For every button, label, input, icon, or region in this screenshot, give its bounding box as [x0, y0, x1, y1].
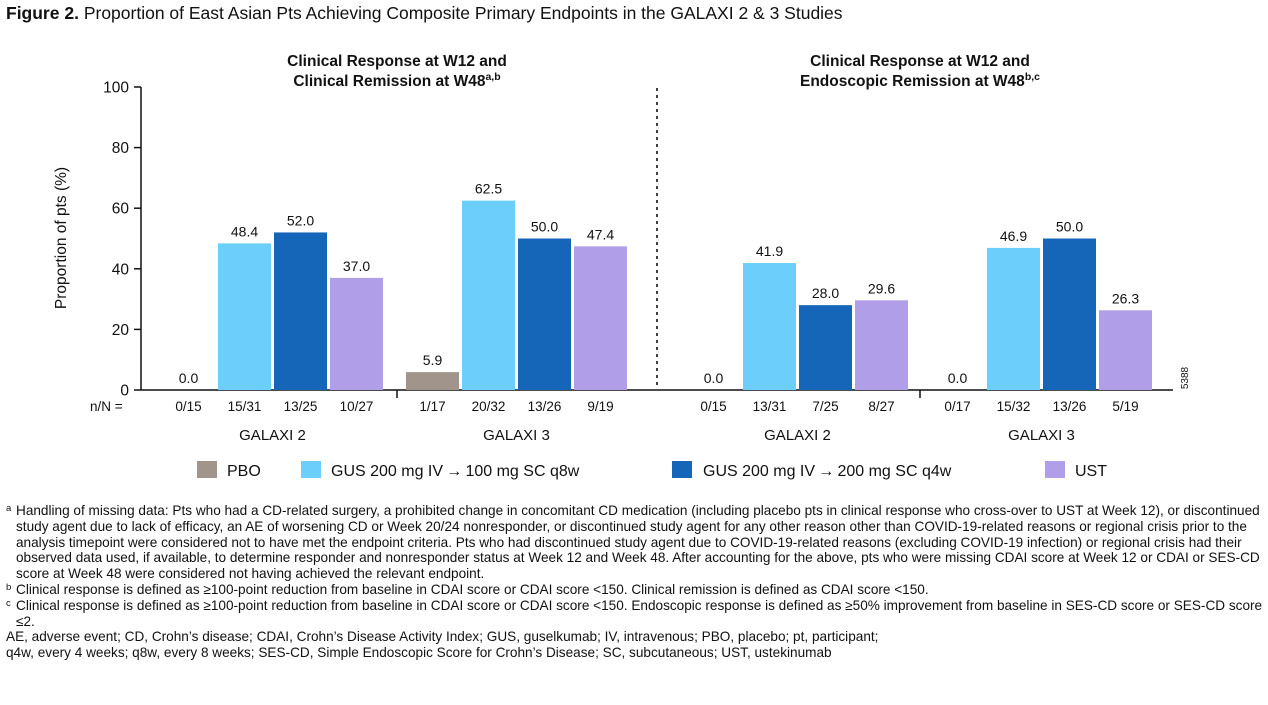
bar-p1-g2-s4	[574, 246, 627, 390]
study-label-p2-g2: GALAXI 3	[1008, 427, 1075, 444]
panel-2-title-line1: Clinical Response at W12 and	[810, 53, 1030, 70]
figure-code: 5388	[1180, 366, 1191, 389]
panel-1-title-line2: Clinical Remission at W48a,b	[293, 71, 500, 90]
bar-chart: Clinical Response at W12 and Clinical Re…	[53, 53, 1191, 480]
legend-label-gus-q4w: GUS 200 mg IV → 200 mg SC q4w	[703, 463, 952, 480]
legend-label-ust: UST	[1075, 463, 1107, 480]
abbreviations-line1: AE, adverse event; CD, Crohn’s disease; …	[6, 629, 879, 645]
study-label-p1-g1: GALAXI 2	[239, 427, 306, 444]
footnote-b: b Clinical response is defined as ≥100-po…	[6, 582, 1268, 598]
nn-label-p1-g2-s2: 20/32	[472, 399, 506, 414]
bar-label-p1-g2-s4: 47.4	[587, 226, 614, 242]
legend-swatch-gus-q4w	[672, 461, 692, 478]
bar-p1-g1-s3	[274, 232, 327, 390]
legend: PBO GUS 200 mg IV → 100 mg SC q8w GUS 20…	[197, 461, 1107, 480]
nn-label-p1-g1-s3: 13/25	[284, 399, 318, 414]
bar-label-p1-g1-s1: 0.0	[179, 370, 199, 386]
bar-p1-g1-s4	[330, 277, 383, 390]
figure-title: Figure 2. Proportion of East Asian Pts A…	[6, 3, 843, 24]
nn-label-p1-g2-s3: 13/26	[528, 399, 562, 414]
panel-2-title-line2: Endoscopic Remission at W48b,c	[800, 71, 1040, 90]
bar-p2-g1-s4	[855, 300, 908, 390]
bar-p2-g1-s3	[799, 305, 852, 390]
nn-label-p2-g1-s1: 0/15	[700, 399, 726, 414]
study-label-p2-g1: GALAXI 2	[764, 427, 831, 444]
footnote-a-mark: a	[6, 503, 12, 514]
nn-label-p2-g2-s1: 0/17	[944, 399, 970, 414]
footnotes: a Handling of missing data: Pts who had a…	[6, 503, 1268, 661]
bar-label-p2-g2-s3: 50.0	[1056, 219, 1083, 235]
legend-label-pbo: PBO	[227, 463, 261, 480]
bar-label-p1-g1-s2: 48.4	[231, 223, 258, 239]
legend-label-gus-q8w: GUS 200 mg IV → 100 mg SC q8w	[331, 463, 580, 480]
bar-label-p1-g1-s4: 37.0	[343, 258, 370, 274]
bar-label-p1-g1-s3: 52.0	[287, 212, 314, 228]
panel-1-title-sup: a,b	[485, 71, 500, 83]
bar-p2-g2-s4	[1099, 310, 1152, 390]
bar-p1-g2-s2	[462, 200, 515, 390]
footnote-c-text: Clinical response is defined as ≥100-poi…	[16, 597, 1263, 629]
figure-title-text: Proportion of East Asian Pts Achieving C…	[83, 3, 843, 23]
panel-1-title-line1: Clinical Response at W12 and	[287, 53, 507, 70]
footnote-c: c Clinical response is defined as ≥100-po…	[6, 598, 1268, 630]
nn-label-p2-g2-s3: 13/26	[1053, 399, 1087, 414]
y-tick-label-80: 80	[112, 140, 130, 157]
panel-1-title-main: Clinical Remission at W48	[293, 73, 485, 90]
bar-label-p1-g2-s2: 62.5	[475, 181, 502, 197]
bar-label-p2-g2-s1: 0.0	[948, 370, 968, 386]
panel-2-title-sup: b,c	[1025, 71, 1040, 83]
bar-label-p2-g1-s3: 28.0	[812, 285, 839, 301]
bar-p1-g2-s3	[518, 238, 571, 390]
nn-label-p1-g2-s4: 9/19	[587, 399, 613, 414]
nn-label-p2-g2-s4: 5/19	[1112, 399, 1138, 414]
study-label-p1-g2: GALAXI 3	[483, 427, 550, 444]
bars: 0.0 0/15 48.4 15/31 52.0 13/25 37.0 10/27 GALAXI…	[175, 181, 1152, 444]
nn-label-p2-g2-s2: 15/32	[997, 399, 1031, 414]
footnote-a: a Handling of missing data: Pts who had a…	[6, 503, 1268, 582]
bar-label-p2-g1-s4: 29.6	[868, 280, 895, 296]
bar-p1-g2-s1	[406, 372, 459, 390]
nn-label-p1-g2-s1: 1/17	[419, 399, 445, 414]
footnote-a-text: Handling of missing data: Pts who had a …	[16, 503, 1260, 582]
bar-label-p2-g1-s2: 41.9	[756, 243, 783, 259]
nn-label-p2-g1-s3: 7/25	[812, 399, 838, 414]
y-tick-label-40: 40	[112, 261, 130, 278]
y-ticks: 0 20 40 60 80 100	[103, 80, 141, 400]
nn-label-p1-g1-s2: 15/31	[228, 399, 262, 414]
bar-label-p2-g1-s1: 0.0	[704, 370, 724, 386]
bar-p2-g2-s3	[1043, 238, 1096, 390]
nn-prefix: n/N =	[90, 399, 123, 414]
legend-swatch-pbo	[197, 461, 217, 478]
abbreviations-line2: q4w, every 4 weeks; q8w, every 8 weeks; …	[6, 645, 832, 661]
panel-2-title-main: Endoscopic Remission at W48	[800, 73, 1025, 90]
legend-swatch-gus-q8w	[301, 461, 321, 478]
y-tick-label-0: 0	[120, 383, 129, 400]
legend-swatch-ust	[1045, 461, 1065, 478]
y-axis-label: Proportion of pts (%)	[53, 167, 70, 309]
nn-label-p1-g1-s1: 0/15	[175, 399, 201, 414]
bar-label-p2-g2-s2: 46.9	[1000, 228, 1027, 244]
bar-p2-g1-s2	[743, 263, 796, 390]
y-tick-label-20: 20	[112, 322, 130, 339]
footnote-c-mark: c	[6, 597, 11, 609]
nn-label-p2-g1-s4: 8/27	[868, 399, 894, 414]
bar-p2-g2-s2	[987, 247, 1040, 390]
footnote-b-mark: b	[6, 581, 12, 593]
nn-label-p1-g1-s4: 10/27	[340, 399, 374, 414]
bar-label-p1-g2-s1: 5.9	[423, 352, 443, 368]
bar-p1-g1-s2	[218, 243, 271, 390]
y-tick-label-60: 60	[112, 201, 130, 218]
bar-label-p2-g2-s4: 26.3	[1112, 290, 1139, 306]
bar-label-p1-g2-s3: 50.0	[531, 219, 558, 235]
figure-label: Figure 2.	[6, 3, 79, 23]
y-tick-label-100: 100	[103, 80, 129, 97]
footnote-b-text: Clinical response is defined as ≥100-poi…	[16, 581, 929, 597]
nn-label-p2-g1-s2: 13/31	[753, 399, 787, 414]
